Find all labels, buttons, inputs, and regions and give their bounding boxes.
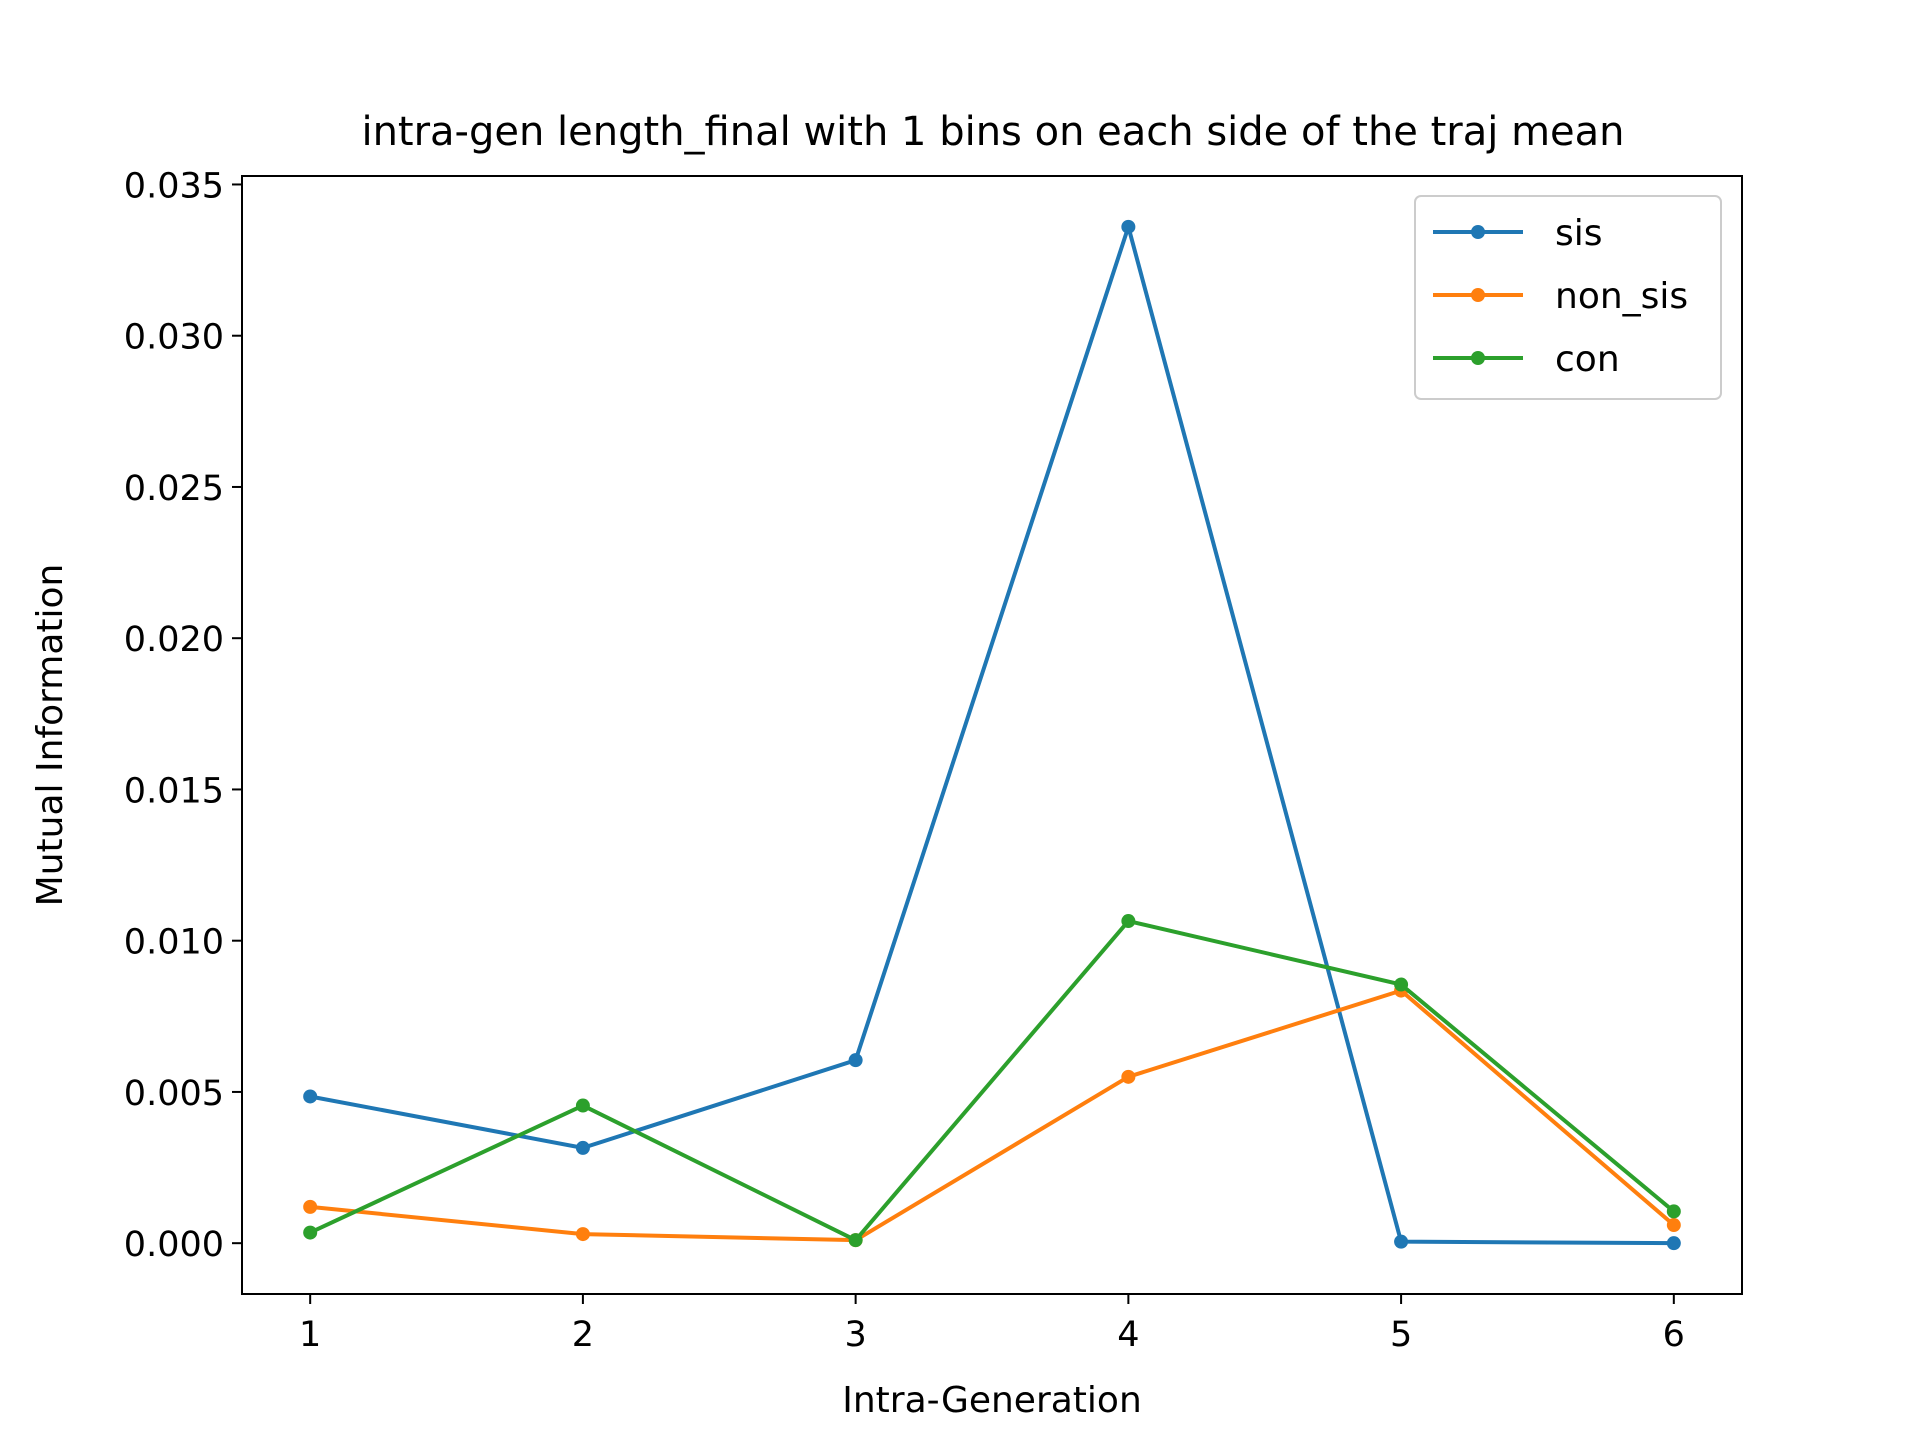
chart-title: intra-gen length_final with 1 bins on ea… — [361, 109, 1624, 155]
legend-label: con — [1555, 339, 1620, 380]
data-point — [1121, 219, 1136, 234]
y-tick-label: 0.020 — [124, 620, 224, 660]
data-point — [1394, 1234, 1409, 1249]
legend-entry-con: con — [1433, 339, 1620, 380]
x-axis-label: Intra-Generation — [842, 1380, 1142, 1421]
data-point — [575, 1227, 590, 1242]
x-tick-label: 1 — [299, 1315, 321, 1355]
data-point — [848, 1053, 863, 1068]
x-tick-label: 4 — [1117, 1315, 1139, 1355]
series-line — [309, 919, 1676, 1243]
data-point — [575, 1140, 590, 1155]
series-sis — [303, 219, 1681, 1251]
y-tick-label: 0.015 — [124, 771, 224, 811]
x-tick-label: 5 — [1390, 1315, 1412, 1355]
plot-frame — [241, 175, 1743, 1295]
legend-entry-non_sis: non_sis — [1433, 276, 1688, 317]
series-line — [309, 988, 1676, 1243]
series-line — [309, 224, 1674, 1246]
y-tick-label: 0.005 — [124, 1074, 224, 1114]
y-tick-label: 0.035 — [124, 166, 224, 206]
legend-box — [1414, 195, 1722, 400]
data-point — [575, 1098, 590, 1113]
legend-marker — [1471, 351, 1485, 365]
y-tick-label: 0.030 — [124, 318, 224, 358]
y-axis: 0.000 0.005 0.010 0.015 0.020 0.025 0.030 0.035 — [124, 166, 242, 1265]
x-tick-label: 6 — [1663, 1315, 1685, 1355]
x-tick-label: 2 — [572, 1315, 594, 1355]
data-point — [303, 1225, 318, 1240]
legend-marker — [1471, 288, 1485, 302]
data-point — [1666, 1218, 1681, 1233]
y-tick-label: 0.025 — [124, 469, 224, 509]
data-point — [1121, 914, 1136, 929]
data-point — [1121, 1069, 1136, 1084]
plot-area — [303, 219, 1681, 1251]
data-point — [1394, 977, 1409, 992]
data-point — [1666, 1236, 1681, 1251]
x-tick-label: 3 — [844, 1315, 866, 1355]
legend-label: sis — [1555, 213, 1603, 254]
data-point — [848, 1233, 863, 1248]
data-point — [303, 1089, 318, 1104]
y-tick-label: 0.010 — [124, 923, 224, 963]
legend-label: non_sis — [1555, 276, 1688, 317]
data-point — [303, 1199, 318, 1214]
y-axis-label: Mutual Information — [30, 564, 71, 907]
series-con — [303, 914, 1681, 1248]
y-tick-label: 0.000 — [124, 1225, 224, 1265]
legend-entry-sis: sis — [1433, 213, 1603, 254]
legend-marker — [1471, 225, 1485, 239]
x-axis: 1 2 3 4 5 6 — [299, 1294, 1685, 1355]
data-point — [1666, 1204, 1681, 1219]
